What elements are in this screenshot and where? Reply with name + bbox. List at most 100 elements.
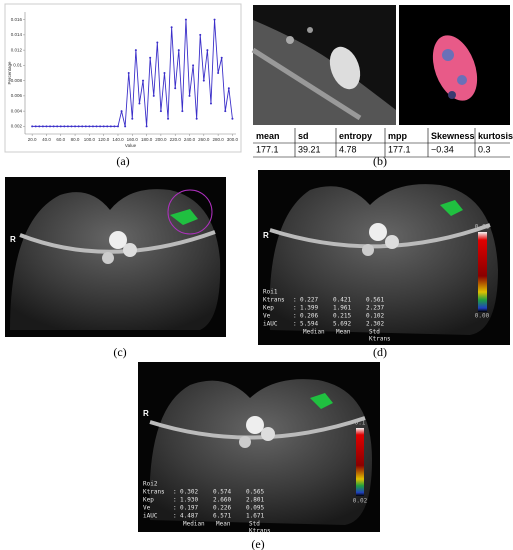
colorbar-label: 0.1	[355, 420, 366, 427]
stat-cell: :	[293, 313, 297, 320]
y-tick-label: 0.01	[13, 63, 22, 68]
stat-cell: iAUC	[263, 321, 278, 328]
stat-cell: 2.801	[246, 497, 264, 504]
data-point	[49, 125, 52, 128]
mri-e	[138, 362, 380, 532]
data-point	[220, 56, 223, 59]
side-marker: R	[143, 409, 149, 418]
colorbar-label: 0.00	[475, 313, 490, 320]
data-point	[206, 49, 209, 52]
stat-cell: :	[293, 297, 297, 304]
table-cell: 177.1	[256, 144, 279, 154]
data-point	[209, 102, 212, 105]
stat-cell: 0.206	[300, 313, 318, 320]
stat-cell: :	[173, 505, 177, 512]
x-tick-label: 60.0	[56, 137, 65, 142]
table-header: kurtosis	[478, 131, 513, 141]
stat-cell: Kep	[143, 497, 154, 504]
data-point	[113, 125, 116, 128]
stat-cell: 0.421	[333, 297, 351, 304]
y-tick-label: 0.002	[11, 124, 23, 129]
panel-label: (c)	[113, 345, 126, 359]
colorbar-label: 0.02	[353, 498, 368, 505]
chart-frame	[4, 3, 242, 153]
stat-cell: Ve	[143, 505, 151, 512]
y-tick-label: 0.012	[11, 47, 23, 52]
panel-label: (d)	[373, 345, 387, 359]
stat-footer: Mean	[216, 521, 231, 528]
stat-cell: Kep	[263, 305, 274, 312]
data-point	[177, 49, 180, 52]
data-point	[109, 125, 112, 128]
roi-map	[399, 5, 510, 125]
data-point	[31, 125, 34, 128]
stat-cell: :	[293, 305, 297, 312]
table-cell: 177.1	[388, 144, 411, 154]
data-point	[84, 125, 87, 128]
stat-cell: 5.692	[333, 321, 351, 328]
stat-cell: :	[173, 497, 177, 504]
data-point	[170, 26, 173, 29]
stat-cell: 0.565	[246, 489, 264, 496]
x-axis-label: Value	[125, 143, 137, 148]
stat-cell: 0.561	[366, 297, 384, 304]
stat-cell: Ve	[263, 313, 271, 320]
table-cell: 4.78	[339, 144, 357, 154]
data-point	[81, 125, 84, 128]
table-header: mean	[256, 131, 280, 141]
x-tick-label: 200.0	[155, 137, 167, 142]
data-point	[99, 125, 102, 128]
stat-cell: iAUC	[143, 513, 158, 520]
panel-label: (e)	[251, 537, 264, 550]
stat-cell: 0.574	[213, 489, 231, 496]
data-point	[227, 87, 230, 90]
stat-cell: 0.095	[246, 505, 264, 512]
data-point	[167, 117, 170, 120]
stat-cell: 0.302	[180, 489, 198, 496]
side-marker: R	[10, 235, 16, 244]
table-header: Skewness	[431, 131, 475, 141]
data-point	[159, 110, 162, 113]
x-tick-label: 240.0	[184, 137, 196, 142]
data-point	[231, 117, 234, 120]
stat-cell: 1.399	[300, 305, 318, 312]
mri-crop	[251, 5, 396, 125]
data-point	[127, 72, 130, 74]
data-point	[131, 117, 134, 120]
data-point	[56, 125, 59, 128]
data-point	[41, 125, 44, 128]
roi-name: Roi1	[263, 289, 278, 296]
stat-cell: 6.571	[213, 513, 231, 520]
stat-cell: Ktrans	[263, 297, 285, 304]
data-point	[188, 94, 191, 97]
y-tick-label: 0.016	[11, 17, 23, 22]
colorbar-label: 0.68	[475, 224, 490, 231]
x-tick-label: 260.0	[198, 137, 210, 142]
x-tick-label: 160.0	[127, 137, 139, 142]
y-tick-label: 0.006	[11, 93, 23, 98]
table-cell: 0.3	[478, 144, 491, 154]
data-point	[52, 125, 55, 128]
data-point	[213, 18, 216, 21]
x-tick-label: 40.0	[42, 137, 51, 142]
x-tick-label: 220.0	[170, 137, 182, 142]
data-point	[202, 79, 205, 82]
data-point	[116, 125, 119, 128]
data-point	[138, 102, 141, 105]
stat-footer: Ktrans	[249, 528, 271, 535]
stat-footer: Median	[303, 329, 325, 336]
x-tick-label: 280.0	[212, 137, 224, 142]
y-axis-label: Percentage	[7, 61, 12, 85]
stat-cell: 1.930	[180, 497, 198, 504]
stat-cell: 0.227	[300, 297, 318, 304]
side-marker: R	[263, 231, 269, 240]
stat-cell: :	[293, 321, 297, 328]
stat-cell: 2.660	[213, 497, 231, 504]
x-tick-label: 120.0	[98, 137, 110, 142]
table-header: mpp	[388, 131, 408, 141]
table-cell: −0.34	[431, 144, 454, 154]
table-header: entropy	[339, 131, 372, 141]
stat-cell: 2.302	[366, 321, 384, 328]
data-point	[102, 125, 105, 128]
stat-cell: 1.671	[246, 513, 264, 520]
